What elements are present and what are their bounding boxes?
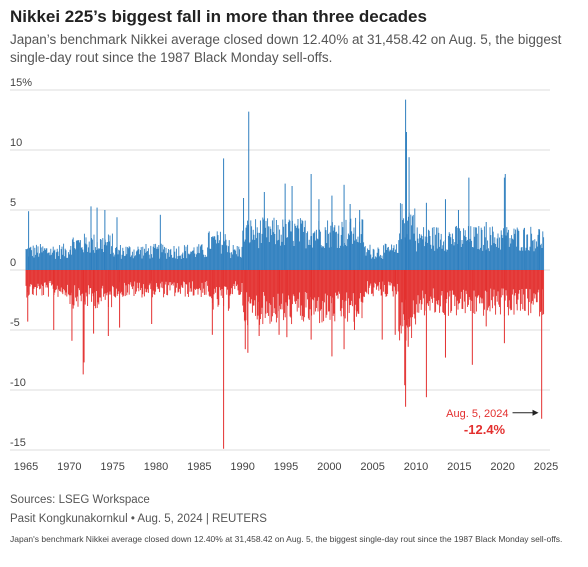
x-tick-label: 1990 [230, 461, 254, 473]
data-bars [25, 99, 545, 449]
x-tick-label: 2005 [360, 461, 384, 473]
daily-change-chart: 15% 10 5 0 -5 -10 -15 1965 1970 1975 1980 1985 1990… [10, 78, 558, 473]
annotation-value: -12.4% [464, 422, 506, 437]
y-tick-label: 5 [10, 197, 16, 209]
x-tick-label: 1970 [57, 461, 81, 473]
x-tick-label: 1980 [144, 461, 168, 473]
y-tick-label: -10 [10, 377, 26, 389]
chart-subtitle: Japan’s benchmark Nikkei average closed … [10, 32, 562, 65]
x-tick-label: 2025 [534, 461, 558, 473]
y-axis-labels: 15% 10 5 0 -5 -10 -15 [10, 78, 32, 449]
chart-title: Nikkei 225’s biggest fall in more than t… [10, 7, 427, 26]
x-tick-label: 1985 [187, 461, 211, 473]
x-tick-label: 2010 [404, 461, 428, 473]
x-tick-label: 2015 [447, 461, 471, 473]
y-tick-label: 0 [10, 257, 16, 269]
annotation-arrowhead [532, 409, 539, 416]
x-axis-labels: 1965 1970 1975 1980 1985 1990 1995 2000 2005 2010… [14, 461, 558, 473]
x-tick-label: 2020 [490, 461, 514, 473]
y-tick-label: -15 [10, 437, 26, 449]
x-tick-label: 1965 [14, 461, 38, 473]
y-tick-label: 10 [10, 137, 22, 149]
y-tick-label: 15% [10, 78, 32, 89]
x-tick-label: 1995 [274, 461, 298, 473]
x-tick-label: 2000 [317, 461, 341, 473]
credit-line: Pasit Kongkunakornkul • Aug. 5, 2024 | R… [10, 513, 267, 525]
annotation-date: Aug. 5, 2024 [446, 408, 508, 420]
x-tick-label: 1975 [100, 461, 124, 473]
caption: Japan's benchmark Nikkei average closed … [10, 534, 563, 544]
source-note: Sources: LSEG Workspace [10, 494, 150, 506]
y-tick-label: -5 [10, 317, 20, 329]
annotation: Aug. 5, 2024 -12.4% [446, 408, 539, 437]
